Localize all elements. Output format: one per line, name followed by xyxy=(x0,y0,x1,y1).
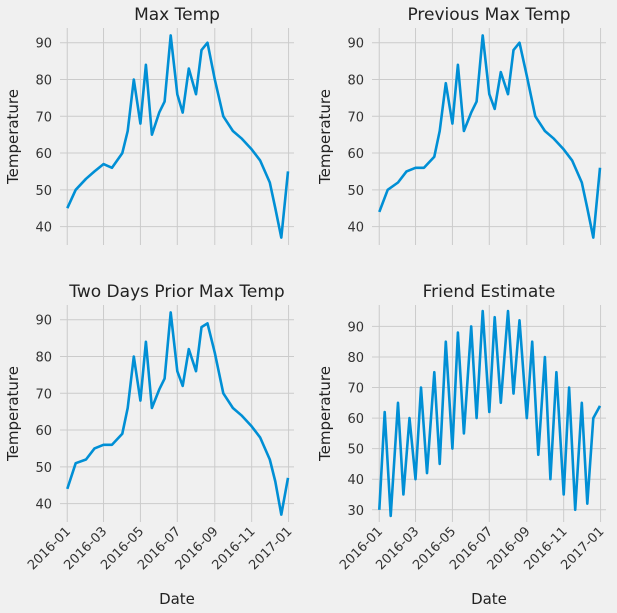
y-tick-label: 90 xyxy=(347,320,364,335)
y-axis-label: Temperature xyxy=(4,89,22,185)
y-tick-label: 50 xyxy=(347,443,364,458)
x-axis-label: Date xyxy=(471,590,507,608)
y-tick-label: 70 xyxy=(35,110,52,125)
y-axis-label: Temperature xyxy=(316,89,334,185)
y-tick-label: 60 xyxy=(35,147,52,162)
y-axis-label: Temperature xyxy=(4,366,22,462)
chart-title: Two Days Prior Max Temp xyxy=(68,282,284,302)
y-tick-label: 60 xyxy=(35,424,52,439)
series-line xyxy=(378,34,602,239)
chart-title: Friend Estimate xyxy=(423,282,556,302)
chart-panel-2: 40 50 60 70 80 90 Previous Max Temp Temperature xyxy=(316,5,606,245)
y-tick-label: 80 xyxy=(35,73,52,88)
y-tick-label: 70 xyxy=(347,382,364,397)
y-tick-label: 90 xyxy=(35,314,52,329)
y-axis-label: Temperature xyxy=(316,366,334,462)
chart-panel-1: 40 50 60 70 80 90 Max Temp Temperature xyxy=(4,5,294,245)
series-line xyxy=(66,34,290,239)
y-tick-label: 90 xyxy=(35,37,52,52)
x-axis-label: Date xyxy=(159,590,195,608)
y-tick-label: 80 xyxy=(347,351,364,366)
y-tick-label: 50 xyxy=(35,461,52,476)
chart-title: Previous Max Temp xyxy=(407,5,570,25)
y-tick-label: 60 xyxy=(347,412,364,427)
y-tick-label: 40 xyxy=(347,473,364,488)
y-tick-label: 40 xyxy=(35,221,52,236)
y-tick-label: 90 xyxy=(347,37,364,52)
y-tick-label: 80 xyxy=(347,73,364,88)
y-tick-label: 30 xyxy=(347,504,364,519)
series-line xyxy=(378,309,602,518)
y-tick-label: 80 xyxy=(35,350,52,365)
chart-panel-4: 304050607080902016-012016-032016-052016-… xyxy=(316,282,607,608)
y-tick-label: 50 xyxy=(35,184,52,199)
y-tick-label: 40 xyxy=(35,498,52,513)
y-tick-label: 70 xyxy=(347,110,364,125)
y-tick-label: 70 xyxy=(35,387,52,402)
y-tick-label: 60 xyxy=(347,147,364,162)
series-line xyxy=(66,311,290,516)
y-tick-label: 50 xyxy=(347,184,364,199)
y-tick-label: 40 xyxy=(347,221,364,236)
chart-title: Max Temp xyxy=(134,5,220,25)
chart-panel-3: 4050607080902016-012016-032016-052016-07… xyxy=(4,282,295,608)
